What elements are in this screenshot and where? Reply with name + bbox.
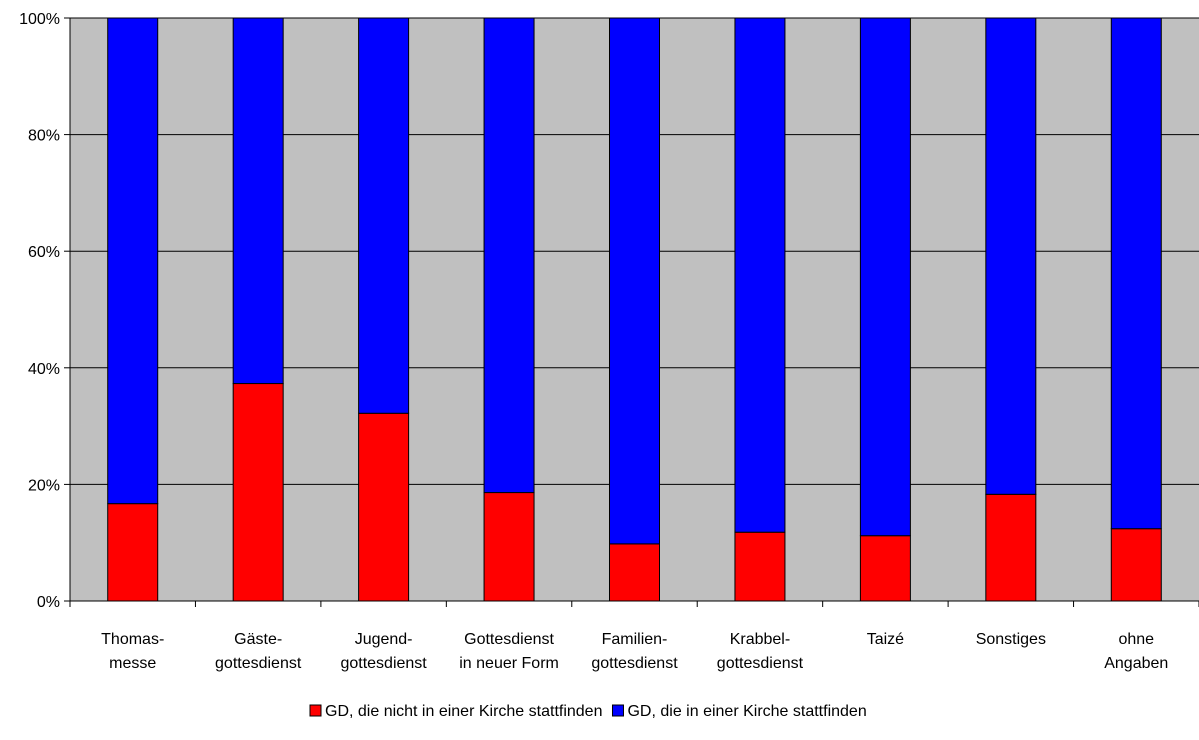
bar-segment-series-1 [232,383,284,602]
bar-segment-series-2 [358,17,410,414]
y-tick-label: 40% [28,361,60,378]
bar-segment-series-2 [859,17,911,537]
category-label: ohne Angaben [1104,631,1168,672]
category-label-line: messe [109,655,156,672]
y-tick-label: 60% [28,244,60,261]
y-tick-label: 20% [28,477,60,494]
category-label: Jugend-gottesdienst [340,631,427,672]
category-label-line: Gottesdienst [464,631,554,648]
category-label-line: Taizé [867,631,904,648]
bar-segment-series-2 [609,17,660,545]
bar-segment-series-2 [232,17,284,385]
bars [107,17,1162,602]
category-label: Gottesdienst in neuer Form [459,631,559,672]
category-label-line: gottesdienst [591,655,678,672]
category-label-line: Familien- [602,631,668,648]
category-label-line: Thomas- [101,631,164,648]
bar-segment-series-2 [734,17,786,533]
y-tick-label: 100% [19,11,60,28]
bar-segment-series-1 [107,503,159,602]
bar-segment-series-1 [985,493,1037,602]
bar-segment-series-2 [1110,17,1162,530]
legend-swatch-series-2 [611,704,624,717]
legend-label-series-1: GD, die nicht in einer Kirche stattfinde… [325,703,602,720]
category-label-line: Gäste- [234,631,282,648]
bar-segment-series-1 [859,535,911,602]
bar-segment-series-1 [358,412,410,602]
category-label-line: gottesdienst [340,655,427,672]
category-label: Taizé [867,631,904,648]
bar-segment-series-1 [483,492,535,602]
y-axis-tick-labels: 0% 20% 40% 60% 80% 100% [19,11,60,611]
legend-swatch-series-1 [309,704,322,717]
category-label: Familien-gottesdienst [591,631,678,672]
category-label-line: in neuer Form [459,655,559,672]
category-label-line: Jugend- [355,631,413,648]
category-label-line: gottesdienst [215,655,302,672]
category-label-line: gottesdienst [717,655,804,672]
category-label: Sonstiges [976,631,1046,648]
y-tick-label: 0% [37,594,60,611]
bar-segment-series-1 [609,543,660,602]
category-label-line: ohne [1118,631,1154,648]
category-label-line: Sonstiges [976,631,1046,648]
axes [64,17,1199,607]
category-label: Thomas-messe [101,631,164,672]
category-label-line: Krabbel- [730,631,790,648]
bar-segment-series-2 [483,17,535,494]
x-axis-category-labels: Thomas-messeGäste-gottesdienstJugend-got… [101,631,1168,672]
bar-segment-series-1 [734,531,786,602]
category-label: Gäste-gottesdienst [215,631,302,672]
category-label: Krabbel-gottesdienst [717,631,804,672]
y-tick-label: 80% [28,128,60,145]
bar-segment-series-2 [985,17,1037,495]
bar-segment-series-1 [1110,528,1162,602]
bar-segment-series-2 [107,17,159,505]
category-label-line: Angaben [1104,655,1168,672]
legend: GD, die nicht in einer Kirche stattfinde… [309,703,867,720]
legend-label-series-2: GD, die in einer Kirche stattfinden [627,703,866,720]
